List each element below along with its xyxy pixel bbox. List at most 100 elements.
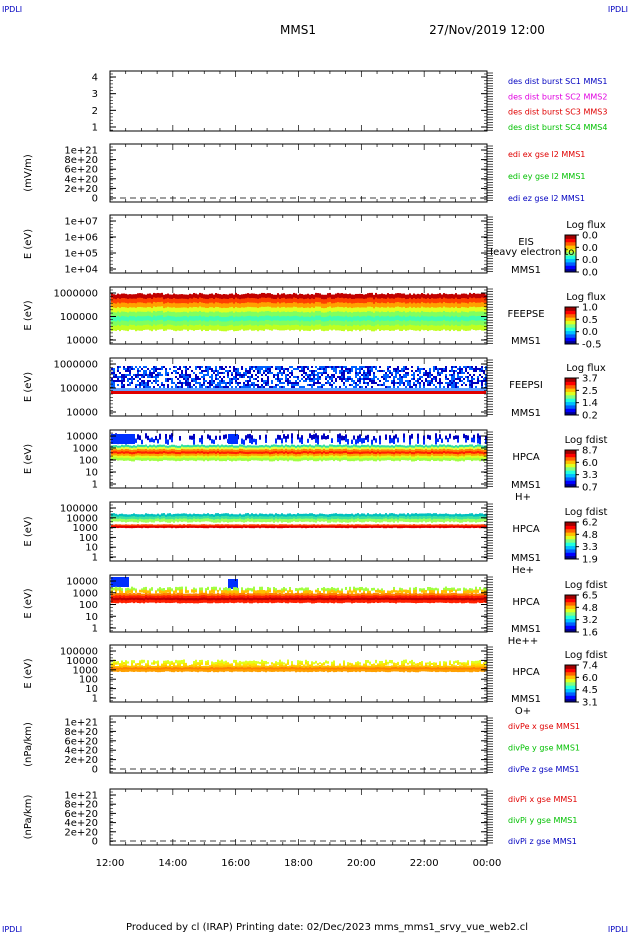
spectrogram-cell <box>367 384 369 386</box>
spectrogram-cell <box>385 320 387 326</box>
spectrogram-cell <box>379 454 381 457</box>
spectrogram-cell <box>321 294 323 300</box>
spectrogram-cell <box>165 378 167 380</box>
spectrogram-cell <box>317 382 319 384</box>
spectrogram-cell <box>471 376 473 378</box>
spectrogram-cell <box>121 382 123 384</box>
spectrogram-cell <box>435 433 437 440</box>
spectrogram-cell <box>209 307 211 313</box>
spectrogram-cell <box>471 320 473 326</box>
spectrogram-cell <box>413 372 415 374</box>
spectrogram-cell <box>311 311 313 317</box>
spectrogram-cell <box>131 368 133 370</box>
spectrogram-cell <box>401 378 403 380</box>
spectrogram-cell <box>313 316 315 322</box>
spectrogram-cell <box>411 374 413 376</box>
spectrogram-cell <box>225 303 227 309</box>
spectrogram-cell <box>271 444 273 448</box>
colorbar-swatch <box>565 378 576 382</box>
spectrogram-cell <box>465 293 467 299</box>
spectrogram-cell <box>113 457 115 461</box>
spectrogram-cell <box>481 449 483 453</box>
spectrogram-cell <box>137 320 139 326</box>
spectrogram-cell <box>117 449 119 453</box>
spectrogram-cell <box>301 370 303 372</box>
spectrogram-cell <box>153 444 155 448</box>
spectrogram-cell <box>155 388 157 391</box>
spectrogram-cell <box>187 455 189 459</box>
spectrogram-cell <box>319 324 321 330</box>
spectrogram-cell <box>227 451 229 455</box>
spectrogram-cell <box>407 372 409 374</box>
spectrogram-cell <box>315 446 317 450</box>
spectrogram-cell <box>199 447 201 450</box>
spectrogram-cell <box>235 380 237 382</box>
spectrogram-cell <box>461 311 463 317</box>
spectrogram-cell <box>315 370 317 372</box>
spectrogram-cell <box>387 311 389 317</box>
spectrogram-cell <box>315 433 317 439</box>
spectrogram-cell <box>383 294 385 300</box>
spectrogram-cell <box>177 456 179 459</box>
spectrogram-cell <box>169 457 171 461</box>
spectrogram-cell <box>323 312 325 318</box>
spectrogram-cell <box>465 298 467 304</box>
spectrogram-cell <box>315 374 317 376</box>
spectrogram-cell <box>229 453 231 457</box>
spectrogram-cell <box>177 386 179 388</box>
spectrogram-cell <box>293 311 295 317</box>
spectrogram-cell <box>335 455 337 459</box>
spectrogram-cell <box>443 297 445 303</box>
spectrogram-cell <box>323 368 325 370</box>
spectrogram-cell <box>277 449 279 453</box>
spectrogram-cell <box>283 368 285 370</box>
colorbar-tick-label: 1.4 <box>582 398 598 409</box>
spectrogram-cell <box>313 452 315 455</box>
spectrogram-cell <box>437 307 439 313</box>
spectrogram-cell <box>111 302 113 308</box>
spectrogram-cell <box>469 453 471 456</box>
spectrogram-cell <box>263 292 265 299</box>
spectrogram-cell <box>165 449 167 453</box>
spectrogram-cell <box>125 298 127 304</box>
spectrogram-cell <box>339 372 341 374</box>
spectrogram-cell <box>319 457 321 461</box>
spectrogram-cell <box>119 376 121 378</box>
spectrogram-cell <box>269 456 271 460</box>
spectrogram-cell <box>173 298 175 304</box>
spectrogram-cell <box>283 320 285 326</box>
spectrogram-cell <box>441 370 443 372</box>
spectrogram-cell <box>165 294 167 300</box>
spectrogram-cell <box>309 384 311 386</box>
spectrogram-cell <box>391 455 393 459</box>
spectrogram-cell <box>217 298 219 304</box>
spectrogram-cell <box>181 386 183 388</box>
spectrogram-cell <box>121 315 123 322</box>
spectrogram-cell <box>173 451 175 455</box>
spectrogram-cell <box>123 453 125 457</box>
spectrogram-cell <box>195 307 197 313</box>
spectrogram-cell <box>355 307 357 313</box>
spectrogram-cell <box>333 366 335 368</box>
spectrogram-cell <box>207 458 209 462</box>
spectrogram-cell <box>299 458 301 462</box>
spectrogram-cell <box>277 453 279 457</box>
spectrogram-cell <box>145 298 147 304</box>
spectrogram-cell <box>365 321 367 327</box>
spectrogram-cell <box>303 444 305 448</box>
spectrogram-cell <box>387 457 389 461</box>
spectrogram-cell <box>255 384 257 386</box>
spectrogram-cell <box>329 453 331 456</box>
spectrogram-cell <box>117 311 119 317</box>
spectrogram-cell <box>163 457 165 461</box>
spectrogram-cell <box>481 386 483 388</box>
spectrogram-cell <box>331 453 333 456</box>
spectrogram-cell <box>189 386 191 388</box>
spectrogram-cell <box>229 447 231 451</box>
spectrogram-cell <box>339 293 341 299</box>
spectrogram-cell <box>341 388 343 391</box>
spectrogram-cell <box>275 311 277 317</box>
spectrogram-cell <box>385 325 387 331</box>
spectrogram-cell <box>259 302 261 308</box>
spectrogram-cell <box>365 455 367 459</box>
